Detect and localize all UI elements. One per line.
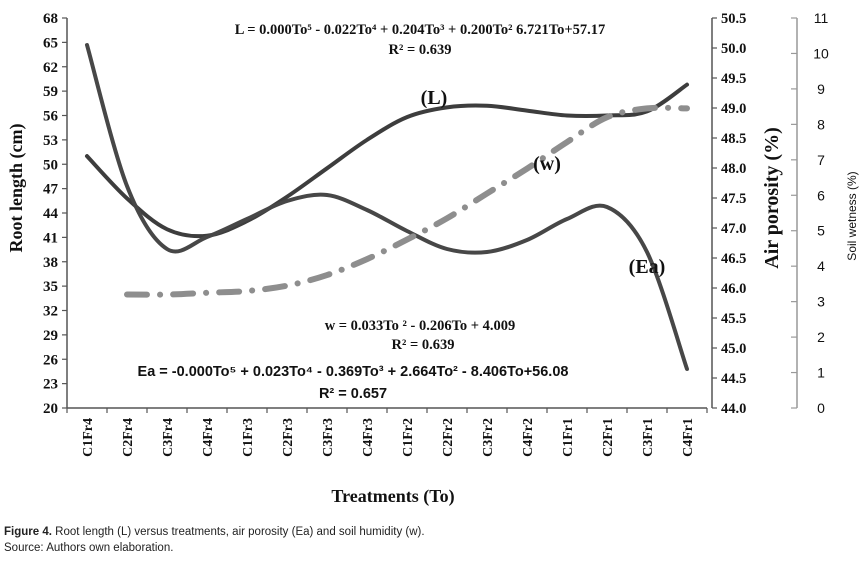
- left-axis-tick-label: 65: [43, 35, 58, 51]
- right2-axis-tick-label: 2: [817, 329, 825, 345]
- caption-source: Source: Authors own elaboration.: [4, 542, 174, 554]
- right2-axis-tick-label: 6: [817, 187, 825, 203]
- right1-axis-tick-label: 48.0: [721, 161, 746, 177]
- right1-axis-tick-label: 49.5: [721, 71, 746, 87]
- series-label-w: (w): [533, 153, 561, 175]
- right1-axis-tick-label: 49.0: [721, 101, 746, 117]
- annotation-eq-w: w = 0.033To ² - 0.206To + 4.009: [325, 318, 516, 334]
- figure-caption: Figure 4. Root length (L) versus treatme…: [4, 524, 425, 556]
- left-axis-tick-label: 59: [43, 84, 58, 100]
- left-axis-tick-label: 35: [43, 279, 58, 295]
- left-axis-tick-label: 56: [43, 109, 59, 125]
- x-axis-tick-label: C2Fr4: [121, 418, 136, 457]
- right1-axis-tick-label: 44.5: [721, 371, 746, 387]
- caption-text: Root length (L) versus treatments, air p…: [51, 526, 425, 538]
- x-axis-tick-label: C2Fr2: [441, 418, 456, 457]
- series-line-w: [124, 104, 690, 298]
- x-axis-tick-label: C1Fr3: [241, 418, 256, 457]
- left-axis-title: Root length (cm): [6, 124, 27, 253]
- annotation-r2-w: R² = 0.639: [392, 337, 455, 353]
- right2-axis-tick-label: 4: [817, 258, 825, 274]
- left-axis-tick-label: 32: [43, 304, 58, 320]
- x-axis-tick-label: C4Fr4: [201, 418, 216, 457]
- x-axis-tick-label: C1Fr2: [401, 418, 416, 457]
- right2-axis-tick-label: 9: [817, 81, 825, 97]
- left-axis-tick-label: 26: [43, 352, 59, 368]
- right2-axis-tick-label: 8: [817, 116, 825, 132]
- series-label-Ea: (Ea): [629, 256, 666, 278]
- annotation-r2-L: R² = 0.639: [389, 42, 452, 58]
- series-line-L: [85, 82, 689, 239]
- right2-axis-tick-label: 10: [813, 45, 829, 61]
- right1-axis-tick-label: 44.0: [721, 401, 746, 417]
- x-axis-tick-label: C4Fr2: [521, 418, 536, 457]
- x-axis-tick-label: C3Fr4: [161, 418, 176, 457]
- left-axis-tick-label: 62: [43, 60, 58, 76]
- x-axis-tick-label: C4Fr1: [681, 418, 696, 457]
- left-axis-tick-label: 41: [43, 230, 58, 246]
- left-axis-tick-label: 44: [43, 206, 59, 222]
- right1-axis-tick-label: 45.5: [721, 311, 746, 327]
- right1-axis-tick-label: 46.5: [721, 251, 746, 267]
- right1-axis-tick-label: 50.0: [721, 41, 746, 57]
- right1-axis-tick-label: 50.5: [721, 11, 746, 27]
- left-axis-tick-label: 20: [43, 401, 58, 417]
- left-axis-tick-label: 38: [43, 255, 58, 271]
- right1-axis-title: Air porosity (%): [761, 127, 783, 268]
- series-line-Ea: [85, 43, 689, 371]
- right2-axis-title: Soil wetness (%): [845, 171, 859, 260]
- right2-axis-tick-label: 7: [817, 152, 825, 168]
- x-axis-tick-label: C3Fr2: [481, 418, 496, 457]
- left-axis-tick-label: 29: [43, 328, 58, 344]
- x-axis-tick-label: C3Fr1: [641, 418, 656, 457]
- left-axis-tick-label: 47: [43, 182, 59, 198]
- caption-label: Figure 4.: [4, 526, 52, 538]
- right2-axis-tick-label: 3: [817, 294, 825, 310]
- x-axis-title: Treatments (To): [331, 486, 454, 507]
- right1-axis-tick-label: 45.0: [721, 341, 746, 357]
- right2-axis-tick-label: 1: [817, 365, 825, 381]
- series-label-L: (L): [421, 87, 448, 109]
- right2-axis-tick-label: 0: [817, 400, 825, 416]
- annotation-eq-Ea: Ea = -0.000To⁵ + 0.023To⁴ - 0.369To³ + 2…: [138, 364, 569, 380]
- right2-axis-tick-label: 5: [817, 223, 825, 239]
- x-axis-tick-label: C2Fr3: [281, 418, 296, 457]
- right1-axis-tick-label: 46.0: [721, 281, 746, 297]
- right1-axis-tick-label: 48.5: [721, 131, 746, 147]
- x-axis-tick-label: C2Fr1: [601, 418, 616, 457]
- x-axis-tick-label: C4Fr3: [361, 418, 376, 457]
- right1-axis-tick-label: 47.5: [721, 191, 746, 207]
- left-axis-tick-label: 50: [43, 157, 58, 173]
- x-axis-tick-label: C1Fr1: [561, 418, 576, 457]
- annotation-r2-Ea: R² = 0.657: [319, 386, 387, 402]
- right2-axis-tick-label: 11: [814, 10, 829, 26]
- left-axis-tick-label: 23: [43, 377, 58, 393]
- left-axis-tick-label: 68: [43, 11, 58, 27]
- right1-axis-tick-label: 47.0: [721, 221, 746, 237]
- x-axis-tick-label: C3Fr3: [321, 418, 336, 457]
- x-axis-tick-label: C1Fr4: [81, 418, 96, 457]
- annotation-eq-L: L = 0.000To⁵ - 0.022To⁴ + 0.204To³ + 0.2…: [235, 22, 605, 38]
- left-axis-tick-label: 53: [43, 133, 58, 149]
